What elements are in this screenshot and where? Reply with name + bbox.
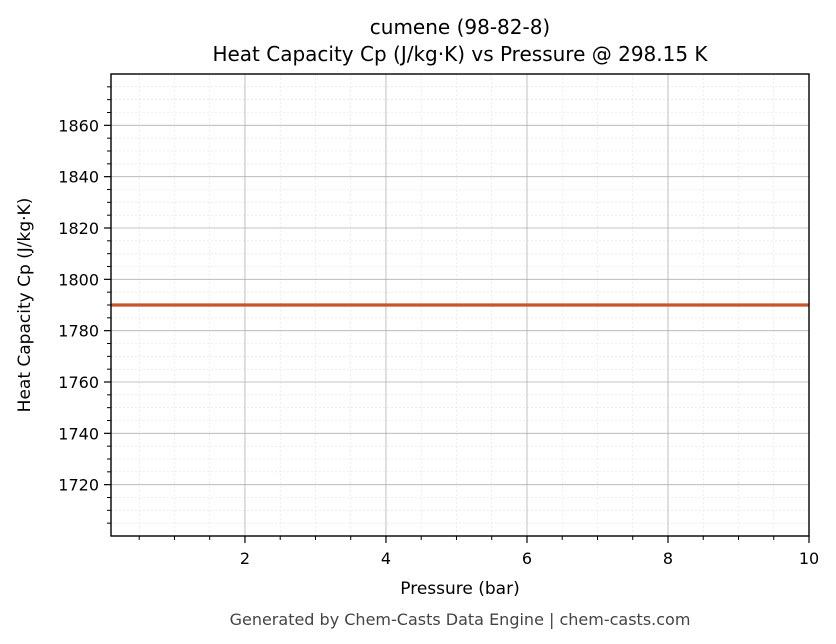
x-axis: 2 4 6 8 10 xyxy=(138,536,819,568)
y-tick-label: 1740 xyxy=(58,424,99,443)
x-tick-label: 10 xyxy=(799,549,819,568)
y-tick-label: 1820 xyxy=(58,219,99,238)
y-axis-label: Heat Capacity Cp (J/kg·K) xyxy=(15,198,35,413)
chart-title: cumene (98-82-8) xyxy=(370,15,550,39)
y-tick-label: 1840 xyxy=(58,168,99,187)
minor-grid xyxy=(111,74,809,536)
x-tick-label: 4 xyxy=(381,549,391,568)
chart-subtitle: Heat Capacity Cp (J/kg·K) vs Pressure @ … xyxy=(212,42,708,66)
y-tick-label: 1760 xyxy=(58,373,99,392)
y-tick-label: 1720 xyxy=(58,476,99,495)
y-tick-label: 1800 xyxy=(58,270,99,289)
y-tick-label: 1860 xyxy=(58,116,99,135)
y-tick-label: 1780 xyxy=(58,322,99,341)
x-tick-label: 6 xyxy=(522,549,532,568)
x-tick-label: 2 xyxy=(240,549,250,568)
x-tick-label: 8 xyxy=(663,549,673,568)
x-axis-label: Pressure (bar) xyxy=(400,579,519,599)
y-axis: 1720 1740 1760 1780 1800 1820 1840 1860 xyxy=(58,86,111,524)
footer-credit: Generated by Chem-Casts Data Engine | ch… xyxy=(230,610,691,629)
